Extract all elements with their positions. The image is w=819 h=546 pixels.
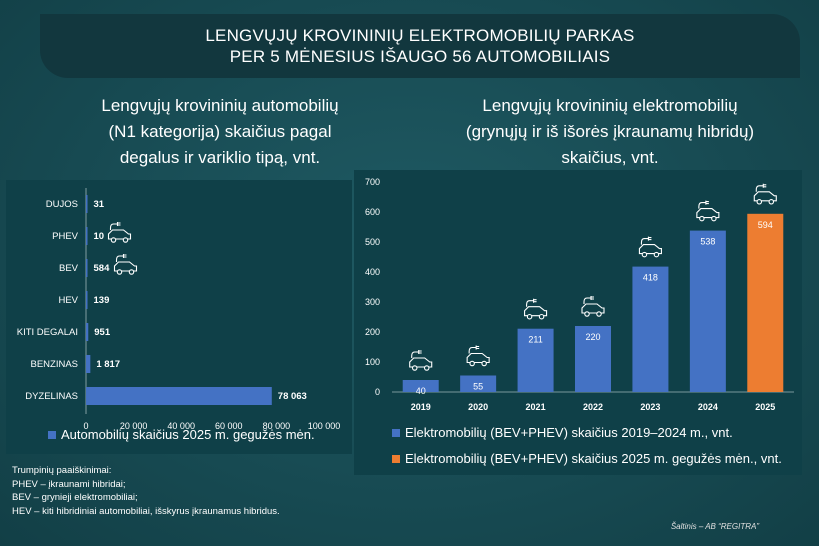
y-tick-label: 500 [365, 237, 380, 247]
right-legend-swatch-1 [392, 428, 400, 437]
right-title-line-2: (grynųjų ir iš išorės įkraunamų hibridų) [465, 122, 755, 141]
x-tick-label: 2021 [526, 402, 546, 412]
bar-2020 [460, 375, 497, 392]
electric-car-icon [696, 200, 720, 222]
bar-2025 [747, 213, 784, 392]
bar-2022 [575, 326, 611, 392]
value-label: 1 817 [96, 359, 120, 370]
right-legend-item-1: Elektromobilių (BEV+PHEV) skaičius 2019–… [392, 425, 733, 440]
bar-dyzelinas [86, 387, 272, 405]
bar-value-label: 55 [473, 382, 483, 392]
bar-value-label: 538 [700, 237, 715, 247]
bar-hev [86, 291, 88, 309]
left-title-line-1: Lengvųjų krovininių automobilių [101, 96, 339, 115]
right-chart-title: Lengvųjų krovininių elektromobilių (gryn… [430, 93, 790, 171]
y-tick-label: 0 [375, 387, 380, 397]
right-title-line-3: skaičius, vnt. [561, 148, 659, 167]
bar-value-label: 40 [416, 386, 426, 396]
x-tick-label: 60 000 [215, 421, 243, 431]
category-label: DUJOS [46, 199, 78, 210]
x-tick-label: 80 000 [263, 421, 291, 431]
x-tick-label: 2019 [411, 402, 431, 412]
bar-2024 [689, 230, 726, 392]
headline-line-1: LENGVŲJŲ KROVININIŲ ELEKTROMOBILIŲ PARKA… [205, 26, 635, 45]
notes-line-bev: BEV – grynieji elektromobiliai; [12, 492, 138, 503]
left-legend-swatch [48, 430, 56, 439]
y-tick-label: 600 [365, 207, 380, 217]
electric-car-icon [753, 183, 777, 205]
notes-title: Trumpinių paaiškinimai: [12, 465, 112, 476]
y-tick-label: 100 [365, 357, 380, 367]
bar-2019 [402, 380, 439, 392]
electric-car-icon [581, 296, 605, 317]
category-label: KITI DEGALAI [17, 327, 78, 338]
electric-car-icon [107, 222, 132, 243]
right-legend-swatch-2 [392, 454, 400, 463]
electric-car-icon [409, 350, 433, 371]
right-bar-chart: 0 100 200 300 400 500 600 700 40 2019 55 2020 211 202… [365, 177, 794, 412]
value-label: 31 [94, 199, 105, 210]
x-tick-label: 20 000 [120, 421, 148, 431]
left-title-line-2: (N1 kategorija) skaičius pagal [108, 122, 332, 141]
x-tick-label: 2020 [468, 402, 488, 412]
category-label: DYZELINAS [25, 391, 78, 402]
value-label: 10 [94, 231, 105, 242]
value-label: 139 [94, 295, 110, 306]
x-tick-label: 40 000 [167, 421, 195, 431]
bar-bev [86, 259, 88, 277]
bar-2021 [517, 328, 554, 392]
right-legend-label-1: Elektromobilių (BEV+PHEV) skaičius 2019–… [405, 425, 733, 440]
left-legend: Automobilių skaičius 2025 m. gegužės mėn… [48, 427, 315, 442]
category-label: HEV [58, 295, 78, 306]
value-label: 78 063 [278, 391, 307, 402]
left-legend-label: Automobilių skaičius 2025 m. gegužės mėn… [61, 427, 315, 442]
bar-dujos [86, 195, 88, 213]
electric-car-icon [113, 254, 138, 275]
notes-line-phev: PHEV – įkraunami hibridai; [12, 478, 126, 490]
source-note: Šaltinis – AB “REGITRA” [670, 522, 759, 531]
x-tick-label: 0 [83, 421, 88, 431]
right-title-line-1: Lengvųjų krovininių elektromobilių [482, 96, 738, 115]
notes-line-hev: HEV – kiti hibridiniai automobiliai, išs… [12, 505, 280, 517]
category-label: BENZINAS [30, 359, 78, 370]
headline-banner: LENGVŲJŲ KROVININIŲ ELEKTROMOBILIŲ PARKA… [40, 14, 800, 78]
bar-value-label: 211 [528, 335, 542, 345]
right-chart-panel: 0 100 200 300 400 500 600 700 40 2019 55 2020 211 202… [354, 170, 802, 475]
x-tick-label: 2024 [698, 402, 718, 412]
x-tick-label: 100 000 [308, 421, 341, 431]
value-label: 951 [94, 327, 111, 338]
x-tick-label: 2025 [755, 402, 775, 412]
bar-value-label: 220 [585, 332, 600, 342]
abbreviation-notes: Trumpinių paaiškinimai: PHEV – įkraunami… [12, 464, 280, 518]
electric-car-icon [524, 298, 548, 320]
right-legend-label-2: Elektromobilių (BEV+PHEV) skaičius 2025 … [405, 451, 782, 466]
category-label: PHEV [52, 231, 79, 242]
electric-car-icon [466, 345, 490, 367]
y-tick-label: 700 [365, 177, 380, 187]
electric-car-icon [638, 236, 662, 258]
value-label: 584 [94, 263, 111, 274]
left-title-line-3: degalus ir variklio tipą, vnt. [119, 148, 321, 167]
headline-line-2: PER 5 MĖNESIUS IŠAUGO 56 AUTOMOBILIAIS [229, 47, 611, 66]
left-chart-title: Lengvųjų krovininių automobilių (N1 kate… [60, 93, 380, 171]
y-tick-label: 400 [365, 267, 380, 277]
bar-value-label: 418 [643, 273, 658, 283]
right-legend-item-2: Elektromobilių (BEV+PHEV) skaičius 2025 … [392, 451, 782, 466]
y-tick-label: 300 [365, 297, 380, 307]
bar-benzinas [86, 355, 91, 373]
left-chart-panel: DUJOS 31 PHEV 10 BEV 584 HEV 139 KITI DEGALAI 951… [6, 180, 352, 454]
bar-2023 [632, 266, 669, 392]
left-bar-chart: DUJOS 31 PHEV 10 BEV 584 HEV 139 KITI DEGALAI 951… [17, 188, 341, 431]
category-label: BEV [59, 263, 79, 274]
bar-kiti-degalai [86, 323, 89, 341]
y-tick-label: 200 [365, 327, 380, 337]
bar-phev [86, 227, 88, 245]
bar-value-label: 594 [758, 220, 773, 230]
x-tick-label: 2023 [640, 402, 660, 412]
x-tick-label: 2022 [583, 402, 603, 412]
